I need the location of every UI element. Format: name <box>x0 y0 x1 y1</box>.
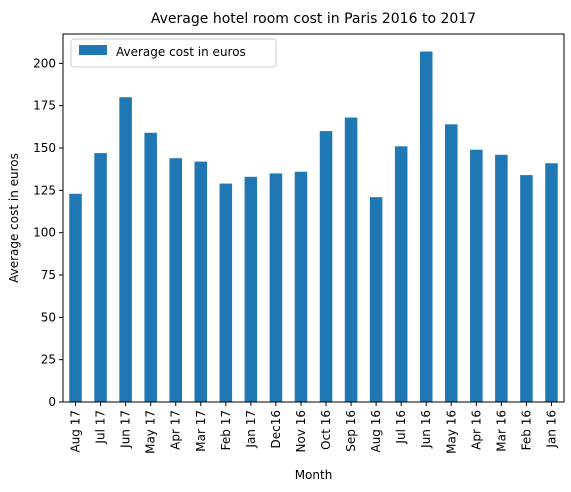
bar <box>319 131 333 402</box>
bar <box>119 97 132 403</box>
x-tick-label: Dec16 <box>269 410 283 449</box>
bar <box>169 158 182 402</box>
x-tick-label: Jul 16 <box>394 410 408 445</box>
bar <box>219 183 233 402</box>
bar <box>470 149 483 402</box>
bar <box>520 175 533 402</box>
bar <box>144 132 157 403</box>
x-tick-label: Nov 16 <box>294 410 308 453</box>
x-tick-label: Apr 16 <box>469 410 483 450</box>
x-tick-label: Feb 16 <box>519 410 533 450</box>
bar <box>344 117 358 402</box>
bars-layer <box>69 51 558 403</box>
legend: Average cost in euros <box>70 38 277 68</box>
bar <box>419 51 433 403</box>
plot-frame <box>62 33 565 403</box>
y-tick-label: 175 <box>33 99 56 113</box>
x-tick-label: Apr 17 <box>169 410 183 450</box>
x-tick-label: Aug 16 <box>369 410 383 453</box>
legend-label: Average cost in euros <box>116 45 246 59</box>
y-tick-label: 0 <box>48 395 56 409</box>
bar <box>545 163 558 402</box>
legend-swatch <box>79 45 107 55</box>
x-tick-label: Jun 16 <box>419 410 433 449</box>
y-tick-label: 200 <box>33 56 56 70</box>
bar <box>495 154 508 402</box>
x-axis: Aug 17 Jul 17 Jun 17 May 17 Apr 17 Mar 17 Feb … <box>69 402 558 454</box>
x-tick-label: Oct 16 <box>319 410 333 450</box>
bar <box>394 146 408 402</box>
bar <box>269 173 283 402</box>
x-tick-label: May 17 <box>144 410 158 454</box>
y-axis: 0 25 50 75 100 125 150 175 200 <box>33 56 63 409</box>
x-tick-label: Feb 17 <box>219 410 233 450</box>
x-tick-label: Jan 16 <box>544 410 558 449</box>
y-tick-label: 25 <box>41 353 56 367</box>
x-tick-label: Aug 17 <box>69 410 83 453</box>
x-tick-label: Mar 16 <box>494 410 508 452</box>
y-tick-label: 100 <box>33 226 56 240</box>
bar <box>94 153 107 402</box>
y-axis-label: Average cost in euros <box>7 153 21 283</box>
bar <box>369 197 383 402</box>
x-tick-label: Jul 17 <box>94 410 108 445</box>
bar <box>445 124 458 402</box>
y-tick-label: 75 <box>41 268 56 282</box>
x-tick-label: Mar 17 <box>194 410 208 452</box>
x-tick-label: Jan 17 <box>244 410 258 449</box>
bar <box>294 171 308 402</box>
bar <box>194 161 208 402</box>
bar <box>69 193 82 402</box>
legend-box <box>70 38 277 68</box>
y-tick-label: 125 <box>33 183 56 197</box>
x-axis-label: Month <box>295 468 333 482</box>
chart-title: Average hotel room cost in Paris 2016 to… <box>151 11 476 27</box>
x-tick-label: Sep 16 <box>344 410 358 452</box>
y-tick-label: 150 <box>33 141 56 155</box>
bar <box>244 176 258 402</box>
x-tick-label: Jun 17 <box>119 410 133 449</box>
y-tick-label: 50 <box>41 310 56 324</box>
x-tick-label: May 16 <box>444 410 458 454</box>
